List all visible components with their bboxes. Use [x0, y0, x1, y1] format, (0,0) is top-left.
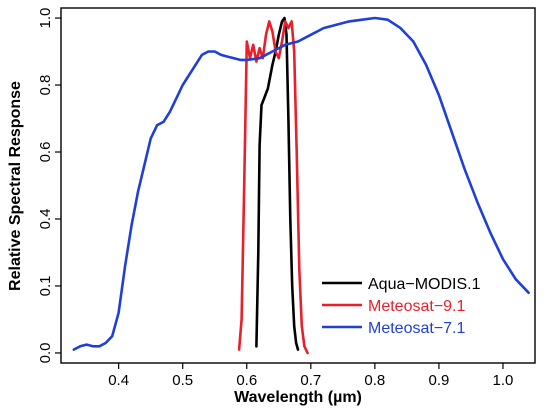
series-layer	[72, 16, 530, 355]
x-tick-label: 0.6	[236, 372, 257, 389]
y-tick-label: 0.1	[37, 276, 54, 297]
y-tick-label: 0.4	[37, 209, 54, 230]
legend-label-3: Meteosat−7.1	[368, 320, 466, 337]
legend-label-1: Aqua−MODIS.1	[368, 276, 481, 293]
legend: Aqua−MODIS.1 Meteosat−9.1 Meteosat−7.1	[322, 276, 481, 337]
series-line-3	[72, 16, 530, 351]
x-tick-label: 0.9	[428, 372, 449, 389]
series-line-2	[237, 20, 309, 355]
x-tick-label: 1.0	[493, 372, 514, 389]
y-tick-label: 0.8	[37, 75, 54, 96]
x-axis-title: Wavelength (µm)	[234, 389, 362, 406]
x-tick-label: 0.5	[172, 372, 193, 389]
x-tick-label: 0.7	[300, 372, 321, 389]
x-tick-label: 0.4	[108, 372, 129, 389]
x-tick-label: 0.8	[364, 372, 385, 389]
plot-frame	[60, 7, 536, 364]
y-tick-label: 1.0	[37, 8, 54, 29]
legend-label-2: Meteosat−9.1	[368, 298, 466, 315]
y-axis: 0.0 0.1 0.4 0.6 0.8 1.0	[37, 8, 61, 364]
y-axis-title: Relative Spectral Response	[7, 81, 24, 291]
series-line-1	[255, 16, 300, 351]
y-tick-label: 0.6	[37, 142, 54, 163]
x-axis: 0.4 0.5 0.6 0.7 0.8 0.9 1.0	[108, 363, 513, 389]
y-tick-label: 0.0	[37, 343, 54, 364]
